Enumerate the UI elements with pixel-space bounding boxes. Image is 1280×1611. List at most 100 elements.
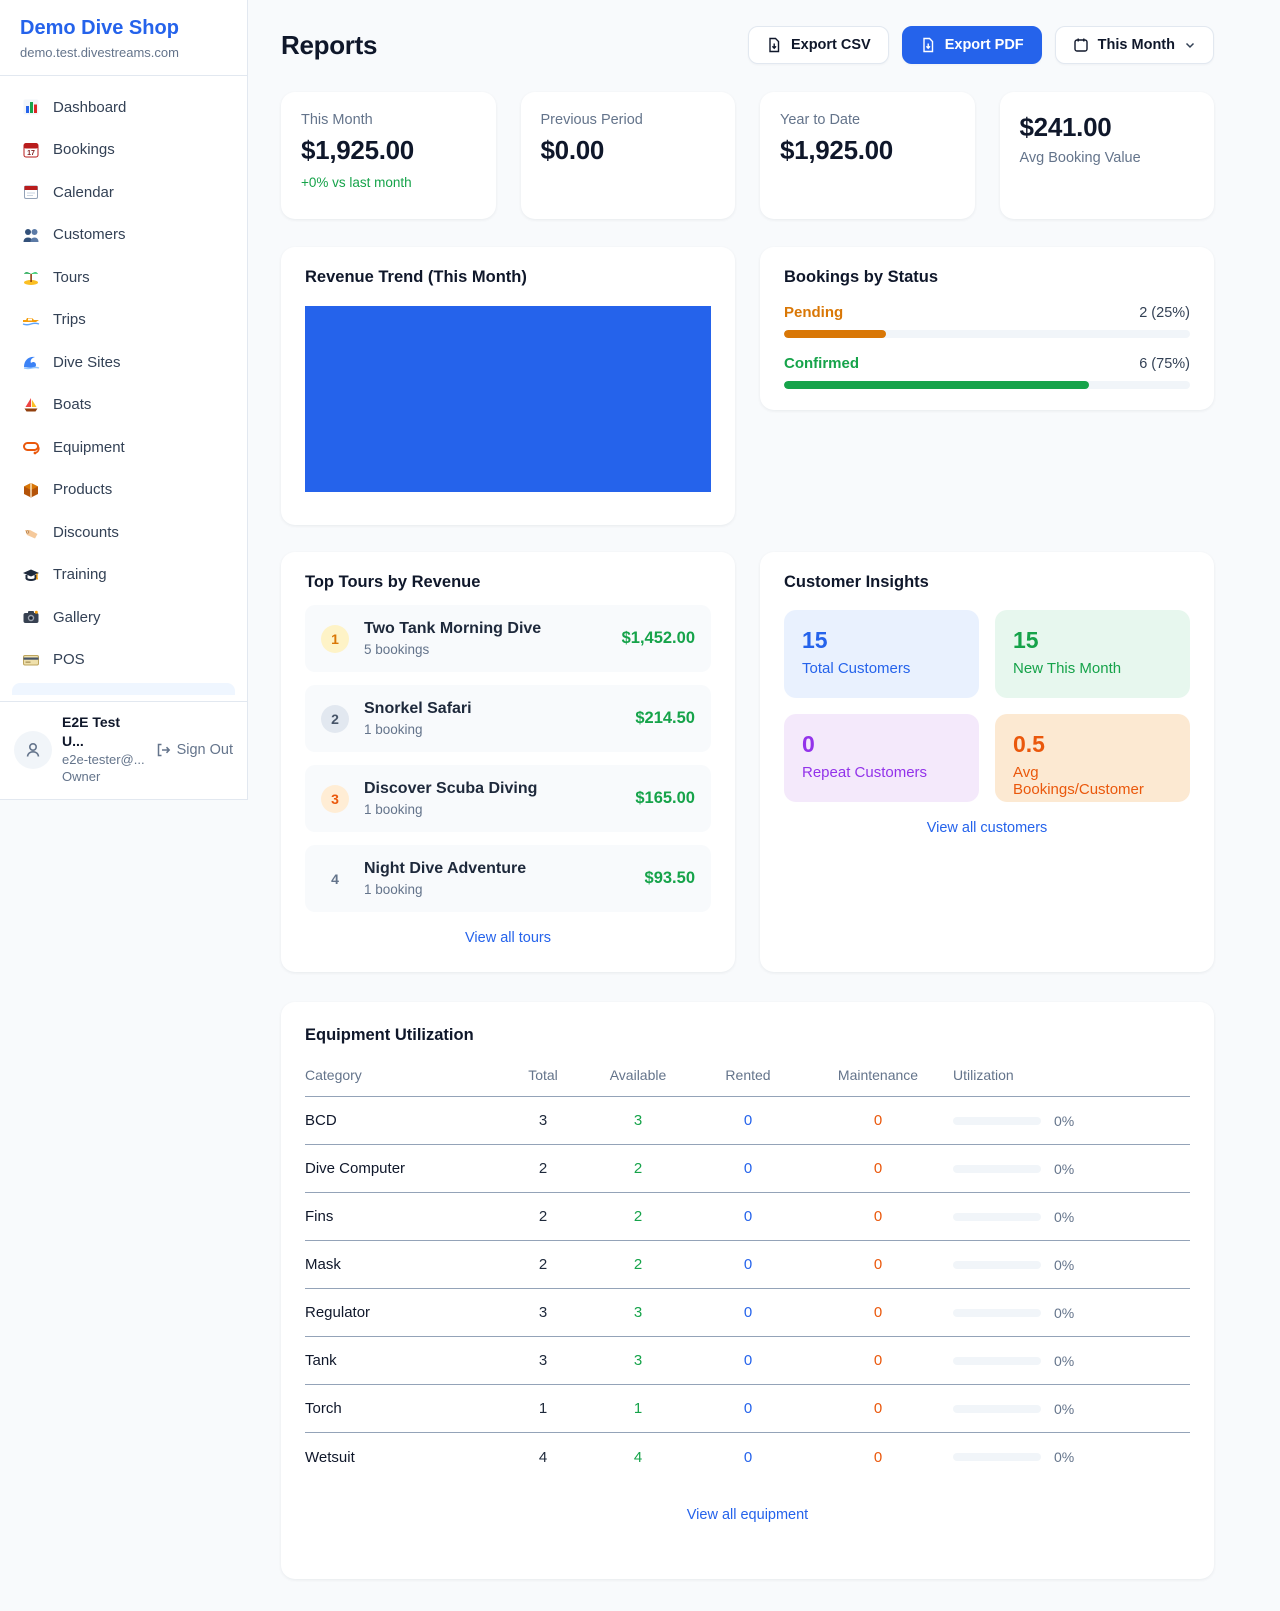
notepad-calendar-icon <box>22 183 40 201</box>
sidebar-item-label: Trips <box>53 311 86 329</box>
sidebar-header: Demo Dive Shop demo.test.divestreams.com <box>0 0 247 76</box>
user-name: E2E Test U... <box>62 714 121 750</box>
sidebar-item-label: Products <box>53 481 113 499</box>
utilization-bar <box>953 1453 1041 1461</box>
cell-utilization: 0% <box>953 1401 1190 1417</box>
sidebar-item-bookings[interactable]: 17 Bookings <box>10 129 237 172</box>
sidebar-item-label: Boats <box>53 396 92 414</box>
export-pdf-button[interactable]: Export PDF <box>901 26 1042 64</box>
rank-badge: 3 <box>321 784 349 813</box>
cell-rented: 0 <box>743 1400 753 1417</box>
sidebar-item-tours[interactable]: Tours <box>10 256 237 299</box>
sidebar-item-label: Tours <box>53 268 90 286</box>
table-row: Torch 1 1 0 0 0% <box>305 1385 1190 1433</box>
header-actions: Export CSV Export PDF This Month <box>747 26 1214 64</box>
sidebar-item-trips[interactable]: Trips <box>10 299 237 342</box>
user-email: e2e-tester@... <box>62 751 145 767</box>
shop-domain: demo.test.divestreams.com <box>20 45 179 60</box>
sign-out-label: Sign Out <box>176 741 233 758</box>
cell-total: 1 <box>538 1400 548 1417</box>
sidebar-item-label: Bookings <box>53 141 115 159</box>
utilization-label: 0% <box>1054 1352 1075 1369</box>
cell-maintenance: 0 <box>873 1160 883 1177</box>
utilization-bar <box>953 1356 1041 1365</box>
sidebar-item-customers[interactable]: Customers <box>10 214 237 257</box>
utilization-label: 0% <box>1054 1400 1075 1417</box>
period-label: This Month <box>1097 37 1175 53</box>
sidebar-item-calendar[interactable]: Calendar <box>10 171 237 214</box>
cell-category: Tank <box>305 1352 337 1369</box>
sidebar-item-label: Training <box>53 566 107 584</box>
speedboat-icon <box>22 311 40 329</box>
status-bar-fill <box>784 381 1089 389</box>
sidebar-item-products[interactable]: Products <box>10 469 237 512</box>
cell-available: 3 <box>633 1352 643 1369</box>
utilization-bar <box>953 1260 1041 1269</box>
export-csv-button[interactable]: Export CSV <box>747 26 889 64</box>
view-all-customers-link[interactable]: View all customers <box>926 820 1048 836</box>
view-all-tours-link[interactable]: View all tours <box>465 930 551 946</box>
sidebar-item-equipment[interactable]: Equipment <box>10 426 237 469</box>
tile-label: Total Customers <box>802 660 911 677</box>
period-dropdown[interactable]: This Month <box>1054 26 1214 64</box>
sidebar-item-dashboard[interactable]: Dashboard <box>10 86 237 129</box>
export-pdf-label: Export PDF <box>944 37 1024 53</box>
sidebar-item-label: Customers <box>53 226 126 244</box>
utilization-label: 0% <box>1054 1208 1075 1225</box>
column-header: Rented <box>725 1067 771 1083</box>
sidebar-item-label: Dashboard <box>53 98 127 116</box>
sidebar-item-gallery[interactable]: Gallery <box>10 596 237 639</box>
cell-maintenance: 0 <box>873 1352 883 1369</box>
cell-category: Wetsuit <box>305 1448 355 1466</box>
tile-value: 15 <box>802 627 828 653</box>
insights-row: Top Tours by Revenue 1 Two Tank Morning … <box>281 552 1214 972</box>
status-bar-fill <box>784 330 886 338</box>
bookings-by-status-title: Bookings by Status <box>784 268 939 286</box>
view-all-equipment-link[interactable]: View all equipment <box>686 1507 809 1523</box>
sidebar-item-training[interactable]: Training <box>10 554 237 597</box>
customer-insights-title: Customer Insights <box>784 573 929 591</box>
wave-icon <box>22 353 40 371</box>
cell-category: Fins <box>305 1208 334 1225</box>
tour-name: Discover Scuba Diving <box>364 780 538 797</box>
sidebar-item-pos[interactable]: POS <box>10 639 237 682</box>
column-header: Available <box>609 1067 667 1083</box>
sign-out-button[interactable]: Sign Out <box>155 742 233 758</box>
stat-value: $1,925.00 <box>780 135 893 165</box>
tour-bookings: 1 booking <box>364 802 423 817</box>
utilization-bar <box>953 1308 1041 1317</box>
column-header: Total <box>528 1067 558 1083</box>
tour-bookings: 1 booking <box>364 722 423 737</box>
rank-badge: 2 <box>321 704 349 733</box>
sidebar-item-reports-partial[interactable] <box>12 683 235 695</box>
sidebar-item-boats[interactable]: Boats <box>10 384 237 427</box>
cell-category: Regulator <box>305 1304 371 1321</box>
tile-label: Repeat Customers <box>802 764 928 781</box>
cell-available: 3 <box>633 1304 643 1321</box>
sign-out-icon <box>157 743 170 756</box>
cell-utilization: 0% <box>953 1209 1190 1225</box>
sidebar-item-dive-sites[interactable]: Dive Sites <box>10 341 237 384</box>
tour-row: 3 Discover Scuba Diving 1 booking $165.0… <box>305 765 711 832</box>
customer-insights-card: Customer Insights 15 Total Customers 15 … <box>760 552 1214 972</box>
rank-badge: 4 <box>331 870 339 887</box>
stat-delta: +0% vs last month <box>301 175 412 190</box>
chevron-down-icon <box>1185 42 1195 49</box>
sidebar-item-discounts[interactable]: Discounts <box>10 511 237 554</box>
status-row-confirmed: Confirmed 6 (75%) <box>784 355 1190 389</box>
tile-repeat-customers: 0 Repeat Customers <box>784 714 979 802</box>
utilization-label: 0% <box>1054 1304 1075 1321</box>
stat-cards-row: This Month $1,925.00 +0% vs last month P… <box>281 92 1214 219</box>
sidebar-item-label: Dive Sites <box>53 353 121 371</box>
table-row: Regulator 3 3 0 0 0% <box>305 1289 1190 1337</box>
utilization-label: 0% <box>1054 1160 1075 1177</box>
cell-utilization: 0% <box>953 1113 1190 1129</box>
stat-value: $0.00 <box>540 135 605 165</box>
tile-value: 0.5 <box>1013 731 1045 757</box>
stat-label: Avg Booking Value <box>1019 150 1141 166</box>
top-tours-card: Top Tours by Revenue 1 Two Tank Morning … <box>281 552 735 972</box>
column-header: Maintenance <box>837 1067 919 1083</box>
table-row: BCD 3 3 0 0 0% <box>305 1097 1190 1145</box>
tour-row: 1 Two Tank Morning Dive 5 bookings $1,45… <box>305 605 711 672</box>
tour-revenue: $93.50 <box>644 869 695 887</box>
